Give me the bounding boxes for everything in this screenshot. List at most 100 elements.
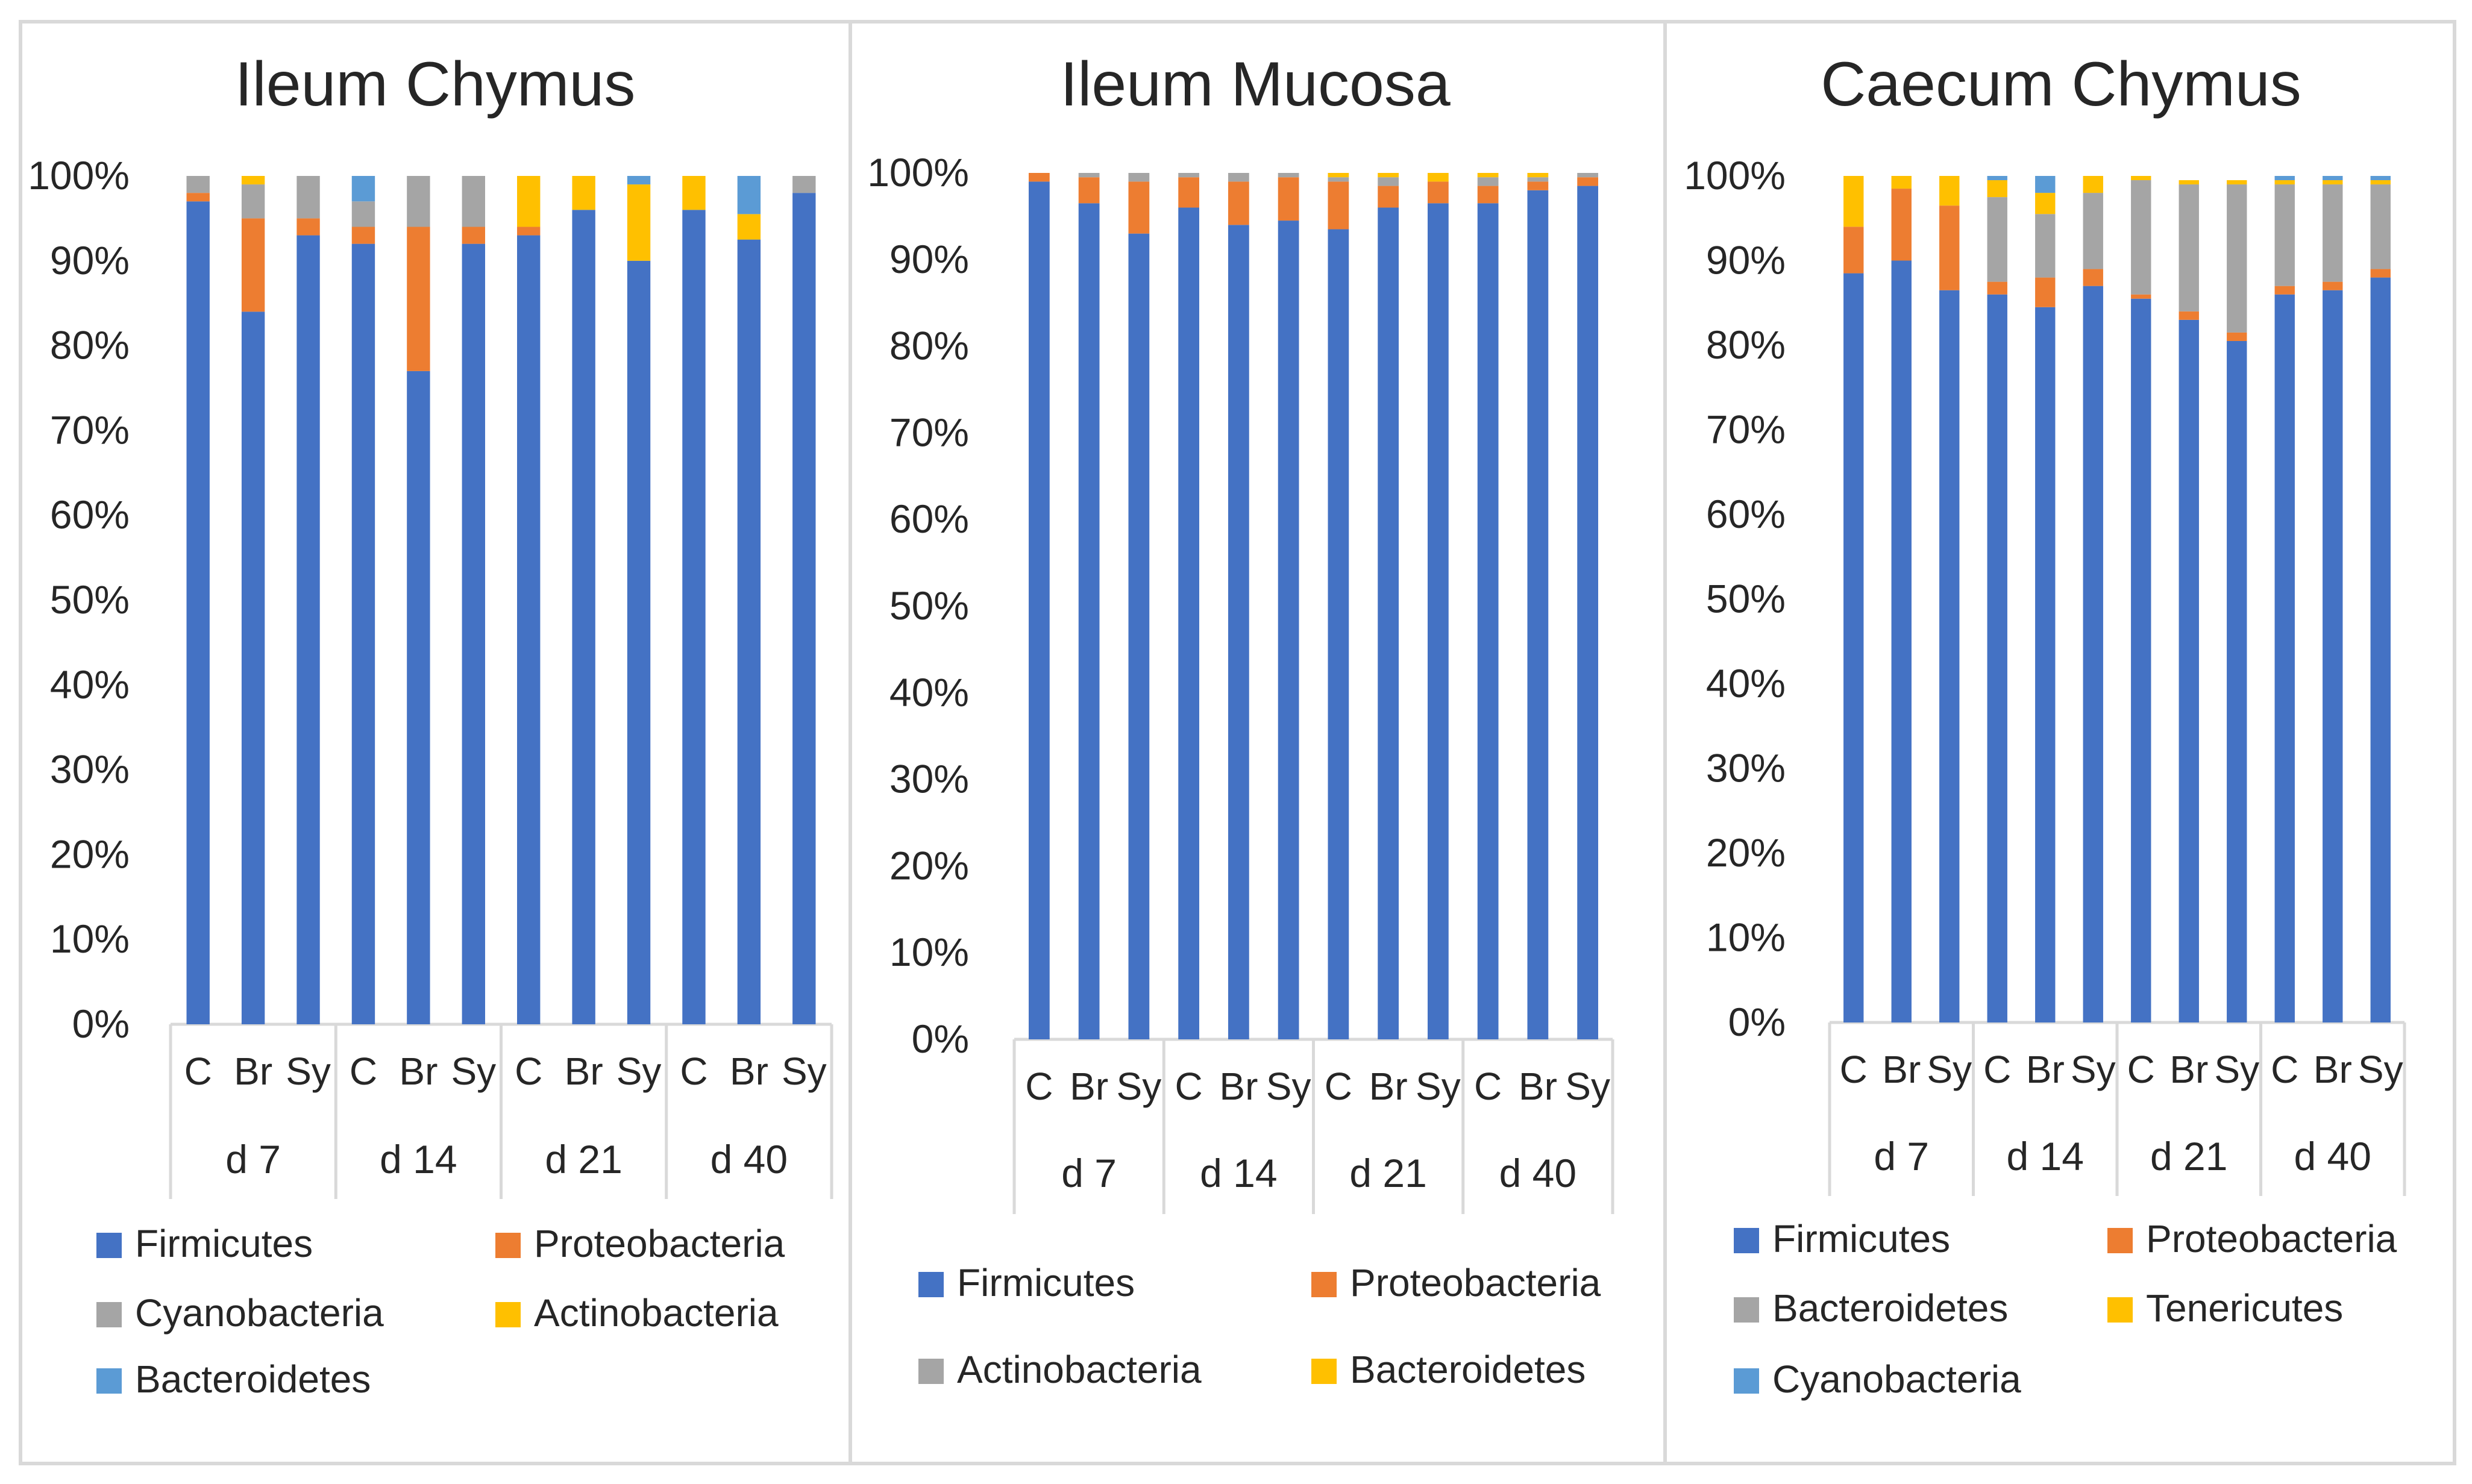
legend-label: Cyanobacteria (135, 1291, 384, 1335)
y-tick-label: 70% (889, 410, 969, 454)
x-group-label: d 21 (545, 1137, 622, 1182)
x-tick-label: C (680, 1050, 707, 1093)
legend-item-bacteroidetes: Bacteroidetes (1311, 1348, 1586, 1391)
x-tick-label: Br (1519, 1065, 1557, 1108)
bar-segment-firmicutes (792, 193, 816, 1024)
bar-segment-tenericutes (2083, 176, 2103, 193)
y-tick-label: 0% (912, 1016, 969, 1061)
x-group-label: d 14 (380, 1137, 457, 1182)
legend-item-cyanobacteria: Cyanobacteria (96, 1291, 384, 1335)
bar-segment-firmicutes (572, 210, 595, 1024)
bar-segment-actinobacteria (1128, 173, 1150, 182)
bar-segment-proteobacteria (2083, 269, 2103, 286)
y-tick-label: 20% (889, 843, 969, 888)
legend-label: Proteobacteria (2146, 1217, 2397, 1260)
x-group-label: d 21 (1349, 1151, 1426, 1195)
legend-swatch (1311, 1359, 1337, 1384)
bar-segment-bacteroidetes (1328, 173, 1349, 178)
bar-segment-firmicutes (1427, 203, 1449, 1040)
bar-segment-firmicutes (1939, 290, 1960, 1022)
bar-segment-tenericutes (1843, 176, 1864, 227)
y-tick-label: 80% (889, 324, 969, 368)
x-tick-label: C (1840, 1048, 1868, 1091)
legend-item-proteobacteria: Proteobacteria (495, 1222, 785, 1265)
x-tick-label: C (2127, 1048, 2155, 1091)
x-tick-label: Sy (1565, 1065, 1610, 1108)
bar-segment-firmicutes (1843, 273, 1864, 1023)
bar-segment-cyanobacteria (2035, 176, 2056, 193)
y-tick-label: 0% (1728, 1000, 1786, 1044)
y-tick-label: 10% (50, 916, 130, 961)
y-tick-label: 60% (50, 492, 130, 537)
y-tick-label: 60% (889, 496, 969, 541)
bar-segment-proteobacteria (2131, 294, 2151, 299)
y-tick-label: 30% (50, 747, 130, 792)
x-tick-label: Sy (286, 1050, 331, 1093)
y-tick-label: 100% (867, 150, 969, 195)
y-tick-label: 30% (1706, 746, 1786, 791)
x-tick-label: Sy (2071, 1048, 2116, 1091)
bar-segment-actinobacteria (737, 214, 761, 240)
legend-item-tenericutes: Tenericutes (2107, 1286, 2343, 1330)
x-tick-label: Sy (1927, 1048, 1972, 1091)
bar-segment-firmicutes (2035, 307, 2056, 1022)
y-tick-label: 90% (1706, 238, 1786, 283)
bar-segment-actinobacteria (1577, 173, 1599, 178)
chart-title: Ileum Mucosa (1060, 49, 1451, 119)
bar-segment-bacteroidetes (2083, 193, 2103, 269)
bar-segment-cyanobacteria (351, 201, 375, 227)
legend-swatch (495, 1233, 521, 1258)
y-tick-label: 90% (50, 238, 130, 283)
bar-segment-cyanobacteria (2323, 176, 2343, 181)
bar-segment-proteobacteria (241, 218, 265, 312)
bar-segment-proteobacteria (1477, 186, 1499, 204)
y-tick-label: 10% (1706, 915, 1786, 960)
bar-segment-proteobacteria (2227, 332, 2247, 341)
bar-segment-proteobacteria (1278, 177, 1299, 221)
x-tick-label: Br (2026, 1048, 2065, 1091)
bar-segment-firmicutes (1477, 203, 1499, 1040)
bar-segment-firmicutes (462, 243, 485, 1024)
bar-segment-tenericutes (1939, 176, 1960, 206)
bar-segment-bacteroidetes (2370, 184, 2391, 269)
bar-segment-actinobacteria (1328, 177, 1349, 182)
bar-segment-firmicutes (351, 243, 375, 1024)
legend-swatch (96, 1302, 122, 1327)
legend-swatch (1734, 1368, 1759, 1394)
x-tick-label: C (1983, 1048, 2011, 1091)
x-tick-label: Br (2314, 1048, 2352, 1091)
bar-segment-cyanobacteria (1987, 176, 2007, 181)
chart-panel-2: Ileum Mucosa 0% 10% 20% 30% 40% 50% 60% 70% 80% 90… (867, 49, 1614, 1391)
bar-segment-proteobacteria (1939, 205, 1960, 290)
bar-segment-firmicutes (1078, 203, 1100, 1040)
legend-label: Tenericutes (2146, 1286, 2343, 1330)
bar-segment-cyanobacteria (2274, 176, 2295, 181)
bar-segment-cyanobacteria (296, 176, 320, 219)
bar-segment-firmicutes (2274, 294, 2295, 1023)
legend-label: Actinobacteria (957, 1348, 1202, 1391)
bar-segment-proteobacteria (2370, 269, 2391, 278)
legend-swatch (1734, 1228, 1759, 1253)
bar-segment-bacteroidetes (1477, 173, 1499, 178)
bar-segment-actinobacteria (627, 184, 651, 261)
bar-segment-firmicutes (1378, 207, 1399, 1039)
bar-segment-proteobacteria (1128, 181, 1150, 234)
bar-segment-actinobacteria (1527, 177, 1549, 182)
y-tick-label: 90% (889, 237, 969, 281)
y-tick-label: 0% (72, 1001, 130, 1046)
y-tick-label: 80% (1706, 322, 1786, 367)
legend-item-cyanobacteria: Cyanobacteria (1734, 1357, 2021, 1401)
y-tick-label: 100% (28, 153, 130, 198)
legend-item-bacteroidetes: Bacteroidetes (96, 1357, 371, 1401)
legend-item-bacteroidetes: Bacteroidetes (1734, 1286, 2008, 1330)
bar-segment-proteobacteria (1843, 227, 1864, 274)
bar-segment-bacteroidetes (351, 176, 375, 202)
legend-swatch (96, 1233, 122, 1258)
bar-segment-actinobacteria (1278, 173, 1299, 178)
legend-swatch (96, 1368, 122, 1394)
bar-segment-actinobacteria (1078, 173, 1100, 178)
bar-segment-firmicutes (186, 201, 210, 1024)
bar-segment-bacteroidetes (2274, 184, 2295, 286)
x-tick-label: C (515, 1050, 542, 1093)
